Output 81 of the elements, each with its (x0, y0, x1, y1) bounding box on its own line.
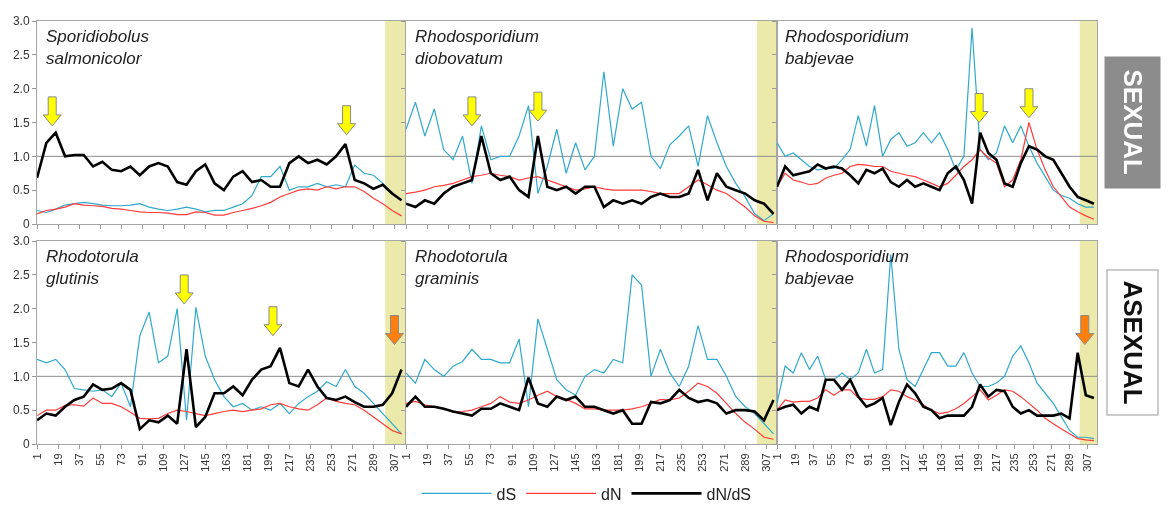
y-tick-label: 0 (22, 437, 30, 452)
x-tick-label: 19 (420, 453, 433, 466)
y-tick-label: 2.5 (12, 48, 30, 63)
x-tick-label: 73 (114, 453, 127, 466)
text: SEXUAL (1117, 69, 1148, 176)
x-tick-label: 145 (916, 453, 929, 472)
x-tick-label: 91 (505, 453, 518, 466)
x-tick-label: 199 (971, 453, 984, 472)
x-tick-label: 235 (303, 453, 316, 472)
text: Rhodosporidium babjevae (785, 247, 909, 289)
x-tick-label: 109 (880, 453, 893, 472)
y-tick-label: 2.0 (12, 301, 30, 316)
text: Sporidiobolus salmonicolor (46, 27, 150, 69)
x-tick-label: 289 (738, 453, 751, 472)
x-tick-label: 217 (282, 453, 295, 472)
x-tick-label: 145 (198, 453, 211, 472)
x-tick-label: 1 (399, 453, 412, 460)
x-tick-label: 163 (590, 453, 603, 472)
x-tick-label: 253 (324, 453, 337, 472)
y-tick-label: 1.0 (12, 149, 30, 164)
y-tick-label: 1.5 (12, 335, 30, 350)
legend-label: dN (601, 485, 622, 503)
y-tick-label: 3.0 (12, 14, 30, 29)
y-tick-label: 0 (22, 217, 30, 232)
y-tick-label: 3.0 (12, 234, 30, 249)
x-tick-label: 127 (547, 453, 560, 472)
x-tick-label: 217 (990, 453, 1003, 472)
x-tick-label: 55 (825, 453, 838, 466)
x-tick-label: 19 (51, 453, 64, 466)
x-tick-label: 73 (843, 453, 856, 466)
x-tick-label: 127 (177, 453, 190, 472)
text: Rhodosporidium babjevae (785, 27, 909, 69)
text: Rhodosporidium diobovatum (415, 27, 539, 69)
x-tick-label: 307 (759, 453, 772, 472)
y-tick-label: 0.5 (12, 403, 30, 418)
x-tick-label: 37 (441, 453, 454, 466)
y-tick-label: 0.5 (12, 183, 30, 198)
x-tick-label: 253 (696, 453, 709, 472)
x-tick-label: 37 (72, 453, 85, 466)
x-tick-label: 109 (156, 453, 169, 472)
x-tick-label: 307 (388, 453, 401, 472)
text: ASEXUAL (1117, 280, 1148, 405)
x-tick-label: 307 (1081, 453, 1094, 472)
x-tick-label: 109 (526, 453, 539, 472)
legend-label: dS (496, 485, 517, 503)
x-tick-label: 55 (93, 453, 106, 466)
y-tick-label: 2.0 (12, 81, 30, 96)
text: Rhodotorula graminis (415, 247, 508, 289)
x-tick-label: 217 (653, 453, 666, 472)
x-tick-label: 199 (632, 453, 645, 472)
x-tick-label: 181 (611, 453, 624, 472)
x-tick-label: 289 (1063, 453, 1076, 472)
y-tick-label: 2.5 (12, 268, 30, 283)
text: Rhodotorula glutinis (46, 247, 139, 289)
x-tick-label: 271 (1044, 453, 1057, 472)
x-tick-label: 127 (898, 453, 911, 472)
x-tick-label: 181 (953, 453, 966, 472)
x-tick-label: 1 (770, 453, 783, 460)
x-tick-label: 73 (484, 453, 497, 466)
x-tick-label: 145 (569, 453, 582, 472)
x-tick-label: 91 (135, 453, 148, 466)
x-tick-label: 37 (807, 453, 820, 466)
y-tick-label: 1.0 (12, 369, 30, 384)
x-tick-label: 19 (788, 453, 801, 466)
y-tick-label: 1.5 (12, 115, 30, 130)
x-tick-label: 55 (463, 453, 476, 466)
x-tick-label: 271 (346, 453, 359, 472)
x-tick-label: 163 (935, 453, 948, 472)
x-tick-label: 271 (717, 453, 730, 472)
x-tick-label: 91 (862, 453, 875, 466)
x-tick-label: 235 (1008, 453, 1021, 472)
x-tick-label: 289 (367, 453, 380, 472)
x-tick-label: 181 (240, 453, 253, 472)
x-tick-label: 253 (1026, 453, 1039, 472)
line-series (37, 397, 403, 435)
legend-label: dN/dS (706, 485, 751, 503)
x-tick-label: 1 (30, 453, 43, 460)
x-tick-label: 199 (261, 453, 274, 472)
x-tick-label: 163 (219, 453, 232, 472)
x-tick-label: 235 (675, 453, 688, 472)
line-series (37, 186, 403, 217)
